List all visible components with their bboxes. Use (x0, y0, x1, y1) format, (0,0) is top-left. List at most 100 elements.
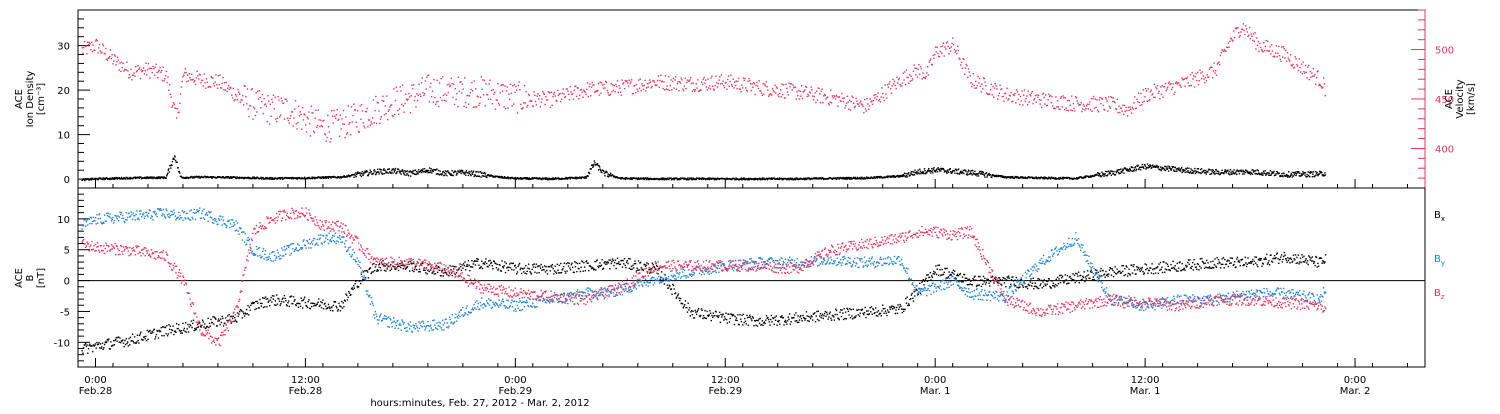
velocity-point (258, 98, 259, 99)
velocity-point (1271, 44, 1272, 45)
velocity-point (1125, 107, 1126, 108)
velocity-point (914, 68, 915, 69)
velocity-point (642, 85, 643, 86)
density-point (986, 176, 987, 177)
velocity-point (1001, 88, 1002, 89)
bx-point (92, 351, 93, 352)
bx-point (694, 310, 695, 311)
velocity-point (545, 96, 546, 97)
velocity-point (228, 85, 229, 86)
velocity-point (1201, 78, 1202, 79)
density-point (1244, 172, 1245, 173)
density-tick-label: 30 (57, 42, 70, 53)
bx-point (663, 279, 664, 280)
bx-point (319, 305, 320, 306)
velocity-point (896, 77, 897, 78)
velocity-point (1189, 85, 1190, 86)
velocity-point (1030, 95, 1031, 96)
velocity-point (1302, 73, 1303, 74)
bx-point (433, 273, 434, 274)
velocity-point (895, 88, 896, 89)
velocity-point (908, 83, 909, 84)
bx-point (119, 342, 120, 343)
bx-point (536, 263, 537, 264)
velocity-point (738, 78, 739, 79)
velocity-point (617, 80, 618, 81)
density-point (1299, 173, 1300, 174)
velocity-point (405, 94, 406, 95)
velocity-point (523, 102, 524, 103)
velocity-point (446, 94, 447, 95)
bx-point (224, 323, 225, 324)
bx-point (203, 326, 204, 327)
velocity-point (311, 106, 312, 107)
velocity-point (236, 95, 237, 96)
bx-point (649, 272, 650, 273)
velocity-point (185, 72, 186, 73)
density-point (1130, 170, 1131, 171)
velocity-point (1029, 101, 1030, 102)
velocity-point (955, 51, 956, 52)
velocity-point (929, 60, 930, 61)
density-point (355, 176, 356, 177)
velocity-point (918, 69, 919, 70)
velocity-point (190, 79, 191, 80)
velocity-point (1306, 72, 1307, 73)
velocity-point (554, 92, 555, 93)
bx-point (151, 333, 152, 334)
velocity-point (562, 88, 563, 89)
density-point (1117, 170, 1118, 171)
bx-point (261, 305, 262, 306)
bx-point (718, 315, 719, 316)
velocity-point (444, 93, 445, 94)
density-tick-label: 0 (64, 175, 70, 186)
velocity-point (832, 97, 833, 98)
velocity-point (115, 64, 116, 65)
bx-point (680, 298, 681, 299)
bx-point (545, 266, 546, 267)
velocity-point (289, 118, 290, 119)
bx-point (133, 341, 134, 342)
density-point (1101, 172, 1102, 173)
velocity-point (651, 87, 652, 88)
velocity-point (514, 92, 515, 93)
velocity-point (389, 106, 390, 107)
velocity-point (725, 82, 726, 83)
velocity-point (943, 43, 944, 44)
velocity-point (1285, 50, 1286, 51)
bx-point (633, 267, 634, 268)
velocity-point (895, 85, 896, 86)
velocity-point (920, 66, 921, 67)
velocity-point (657, 80, 658, 81)
velocity-point (737, 81, 738, 82)
bx-point (182, 323, 183, 324)
velocity-point (935, 46, 936, 47)
density-point (919, 169, 920, 170)
bx-point (186, 328, 187, 329)
velocity-point (726, 89, 727, 90)
velocity-point (703, 77, 704, 78)
velocity-point (778, 96, 779, 97)
velocity-point (128, 77, 129, 78)
density-point (417, 173, 418, 174)
velocity-point (827, 96, 828, 97)
velocity-point (1267, 41, 1268, 42)
bx-point (527, 271, 528, 272)
bx-point (580, 267, 581, 268)
velocity-point (488, 98, 489, 99)
velocity-point (144, 73, 145, 74)
density-point (270, 177, 271, 178)
density-point (1115, 174, 1116, 175)
bx-point (107, 339, 108, 340)
bx-point (648, 263, 649, 264)
density-point (913, 172, 914, 173)
bx-point (608, 259, 609, 260)
velocity-point (1154, 84, 1155, 85)
bx-point (729, 321, 730, 322)
velocity-point (992, 94, 993, 95)
bx-point (254, 309, 255, 310)
bx-point (564, 271, 565, 272)
velocity-point (1019, 104, 1020, 105)
density-point (1135, 170, 1136, 171)
velocity-point (1239, 35, 1240, 36)
